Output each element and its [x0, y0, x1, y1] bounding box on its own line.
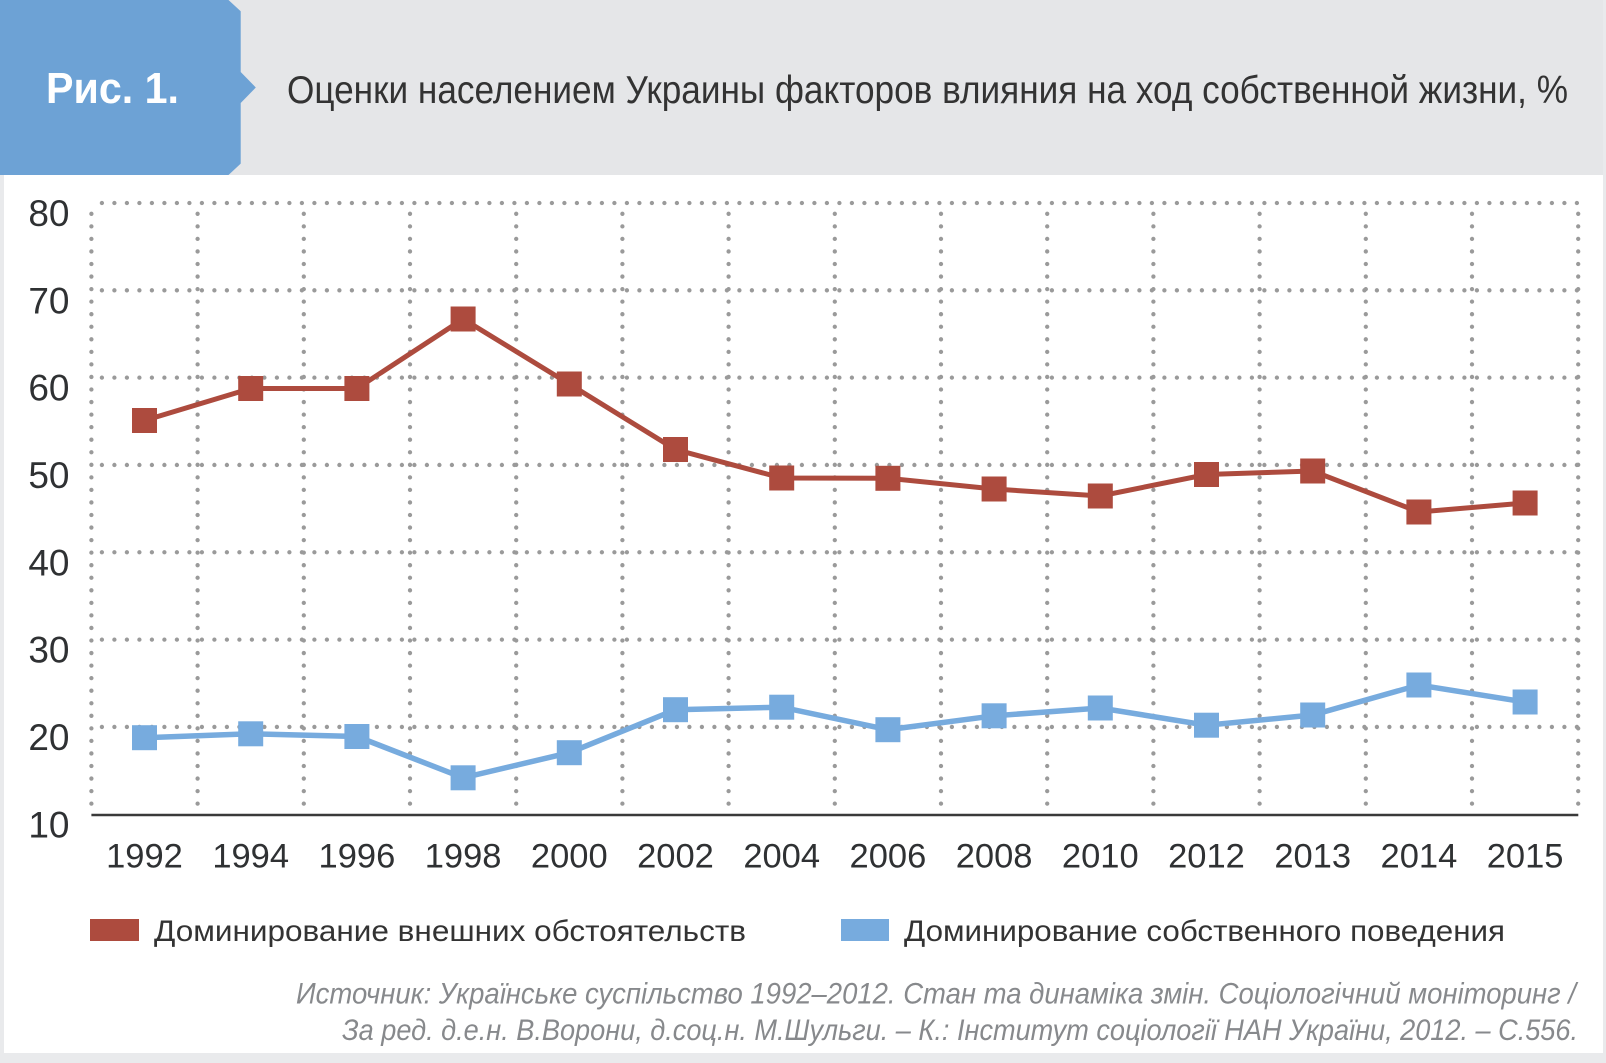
- svg-text:50: 50: [28, 455, 69, 496]
- svg-text:1992: 1992: [106, 838, 183, 876]
- svg-text:Источник: Українське суспільст: Источник: Українське суспільство 1992–20…: [296, 977, 1578, 1010]
- svg-text:2000: 2000: [531, 838, 608, 876]
- svg-text:1994: 1994: [212, 838, 289, 876]
- svg-text:Доминирование собственного пов: Доминирование собственного поведения: [904, 915, 1505, 948]
- svg-text:2006: 2006: [850, 838, 927, 876]
- svg-text:10: 10: [28, 804, 69, 845]
- svg-text:80: 80: [28, 193, 69, 234]
- svg-text:2004: 2004: [743, 838, 820, 876]
- svg-text:За ред. д.е.н. В.Ворони, д.соц: За ред. д.е.н. В.Ворони, д.соц.н. М.Шуль…: [342, 1014, 1578, 1047]
- svg-text:2008: 2008: [956, 838, 1033, 876]
- svg-text:60: 60: [28, 368, 69, 409]
- svg-text:20: 20: [28, 717, 69, 758]
- svg-text:2012: 2012: [1168, 838, 1245, 876]
- svg-text:1996: 1996: [319, 838, 396, 876]
- svg-text:Рис. 1.: Рис. 1.: [46, 64, 179, 113]
- svg-text:2010: 2010: [1062, 838, 1139, 876]
- svg-text:2002: 2002: [637, 838, 714, 876]
- svg-text:Доминирование внешних обстояте: Доминирование внешних обстоятельств: [154, 915, 746, 948]
- svg-text:2015: 2015: [1487, 838, 1564, 876]
- svg-text:2013: 2013: [1274, 838, 1351, 876]
- svg-text:70: 70: [28, 280, 69, 321]
- svg-text:40: 40: [28, 542, 69, 583]
- svg-text:Оценки населением Украины факт: Оценки населением Украины факторов влиян…: [287, 69, 1568, 112]
- svg-text:30: 30: [28, 630, 69, 671]
- svg-text:2014: 2014: [1381, 838, 1458, 876]
- svg-text:1998: 1998: [425, 838, 502, 876]
